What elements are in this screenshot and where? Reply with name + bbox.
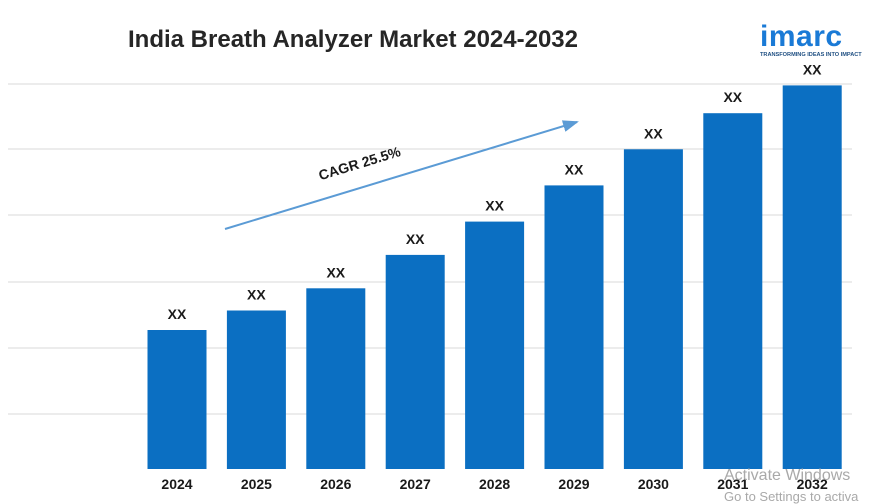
bar-2024 (147, 330, 207, 469)
imarc-logo: imarc TRANSFORMING IDEAS INTO IMPACT (760, 14, 864, 62)
bar-2032 (782, 85, 842, 470)
data-label: XX (565, 161, 584, 177)
cagr-annotation: CAGR 25.5% (224, 120, 579, 230)
data-label: XX (803, 61, 822, 77)
watermark-line-1: Activate Windows (724, 467, 851, 484)
bar-2026 (306, 288, 366, 469)
bar-2028 (465, 221, 525, 469)
data-label: XX (247, 287, 266, 303)
x-tick-label: 2029 (558, 476, 589, 492)
bar-2031 (703, 113, 763, 469)
bar-2025 (226, 310, 286, 469)
data-label: XX (168, 306, 187, 322)
data-label: XX (644, 125, 663, 141)
bar-2030 (623, 149, 683, 470)
watermark-line-2: Go to Settings to activa (724, 489, 859, 504)
x-tick-labels: 2024 2025 2026 2027 2028 2029 2030 2031 2032 (161, 476, 828, 492)
x-tick-label: 2026 (320, 476, 351, 492)
logo-wordmark: imarc (760, 20, 843, 53)
chart-title: India Breath Analyzer Market 2024-2032 (128, 26, 578, 53)
x-tick-label: 2030 (638, 476, 669, 492)
data-label: XX (326, 264, 345, 280)
logo-tagline: TRANSFORMING IDEAS INTO IMPACT (760, 52, 862, 58)
cagr-arrow (224, 120, 579, 230)
data-label: XX (485, 198, 504, 214)
bar-2029 (544, 185, 604, 469)
x-tick-label: 2024 (161, 476, 192, 492)
data-label: XX (406, 231, 425, 247)
x-tick-label: 2032 (797, 476, 828, 492)
x-tick-label: 2028 (479, 476, 510, 492)
bar-2027 (385, 254, 445, 469)
x-tick-label: 2025 (241, 476, 272, 492)
x-tick-label: 2027 (400, 476, 431, 492)
data-labels: XX XX XX XX XX XX XX XX XX (168, 61, 823, 322)
data-label: XX (723, 89, 742, 105)
x-tick-label: 2031 (717, 476, 748, 492)
bars (147, 85, 842, 470)
